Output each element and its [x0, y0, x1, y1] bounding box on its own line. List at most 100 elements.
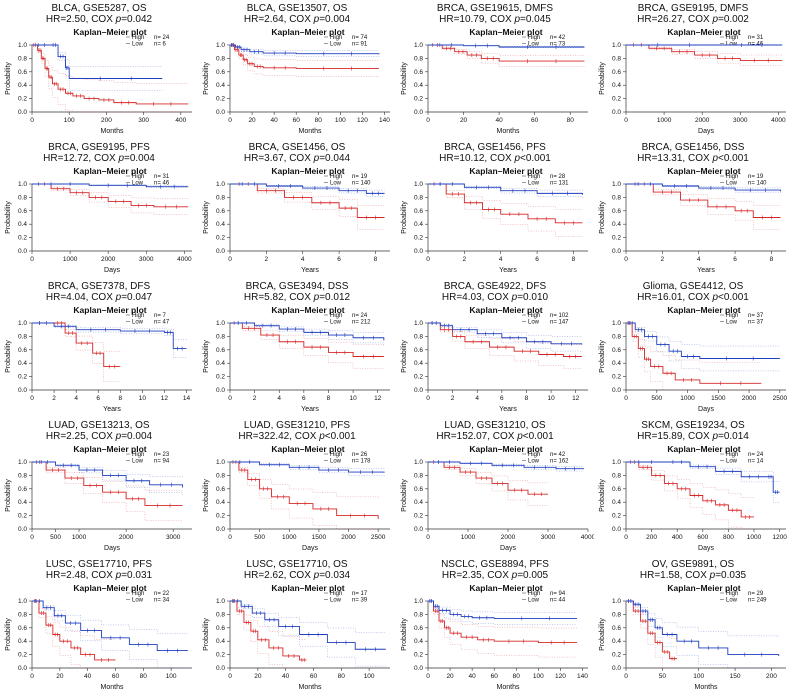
x-tick-label: 1000: [63, 256, 78, 263]
panel-heading: BRCA, GSE4922, DFS: [443, 281, 547, 292]
legend-count-high: n= 28: [550, 174, 566, 180]
y-tick-label: 0.2: [612, 513, 621, 520]
x-tick-label: 60: [112, 673, 120, 680]
panel-heading: BRCA, GSE1456, OS: [248, 142, 346, 153]
p-value: =0.045: [520, 14, 551, 25]
y-axis-label: Probability: [401, 201, 408, 234]
hazard-ratio-line: HR=13.31, COX p<0.001: [594, 153, 792, 164]
y-tick-label: 1.0: [612, 320, 621, 327]
x-tick-label: 6: [302, 395, 306, 402]
hazard-ratio-line: HR=4.03, COX p=0.010: [396, 292, 594, 303]
y-axis-label: Probability: [203, 201, 210, 234]
x-tick-label: 800: [723, 534, 734, 541]
x-tick-label: 80: [513, 673, 521, 680]
hazard-ratio-text: HR=2.64, COX: [243, 14, 314, 25]
legend-label-high: High: [528, 313, 540, 319]
legend-label-low: Low: [726, 320, 738, 326]
confidence-band-upper-high: [230, 183, 385, 207]
survival-curve-high: [626, 183, 781, 218]
panel-heading: BRCA, GSE7378, DFS: [47, 281, 151, 292]
x-axis-label: Days: [698, 406, 714, 413]
survival-curve-high: [626, 44, 783, 61]
p-value: =0.002: [718, 14, 749, 25]
km-panel: BRCA, GSE1456, DSS HR=13.31, COX p<0.001 K…: [594, 139, 792, 278]
x-tick-label: 40: [495, 117, 503, 124]
confidence-band-lower-high: [428, 600, 577, 658]
y-tick-label: 0.2: [18, 235, 27, 242]
legend-label-low: Low: [330, 320, 342, 326]
survival-curve-low: [230, 322, 385, 341]
km-panel: LUSC, GSE17710, PFS HR=2.48, COX p=0.031 K…: [0, 556, 198, 695]
legend-count-low: n= 147: [550, 320, 569, 326]
y-tick-label: 1.0: [612, 42, 621, 49]
x-tick-label: 2: [52, 395, 56, 402]
km-panel: BRCA, GSE1456, PFS HR=10.12, COX p<0.001 K…: [396, 139, 594, 278]
confidence-band-lower-low: [428, 600, 577, 625]
confidence-band-upper-high: [626, 183, 781, 207]
confidence-band-upper-high: [230, 461, 379, 500]
x-axis-label: Days: [104, 267, 120, 274]
legend-count-low: n= 162: [550, 459, 569, 465]
confidence-band-lower-low: [32, 44, 163, 91]
p-symbol: p: [511, 292, 518, 303]
legend-count-high: n= 19: [352, 174, 368, 180]
panel-heading: BRCA, GSE19615, DMFS: [436, 3, 554, 14]
y-tick-label: 0.0: [612, 109, 621, 116]
x-tick-label: 80: [338, 673, 346, 680]
confidence-band-upper-high: [32, 600, 116, 640]
x-tick-label: 10: [547, 395, 555, 402]
hazard-ratio-text: HR=4.04, COX: [45, 292, 116, 303]
p-value: =0.034: [319, 570, 351, 581]
hazard-ratio-text: HR=2.62, COX: [243, 570, 314, 581]
confidence-band-upper-low: [428, 183, 583, 191]
y-tick-label: 1.0: [216, 459, 225, 466]
x-tick-label: 60: [293, 117, 301, 124]
km-panel: BRCA, GSE9195, PFS HR=12.72, COX p=0.004 K…: [0, 139, 198, 278]
chart-title: Kaplan–Meier plot: [469, 305, 542, 315]
hazard-ratio-line: HR=2.25, COX p=0.004: [0, 431, 198, 442]
legend-label-low: Low: [330, 181, 342, 187]
y-tick-label: 0.8: [414, 333, 423, 340]
y-tick-label: 0.4: [414, 221, 423, 228]
x-tick-label: 6: [535, 256, 539, 263]
panel-heading: SKCM, GSE19234, OS: [641, 420, 745, 431]
y-tick-label: 0.0: [216, 109, 225, 116]
y-tick-label: 1.0: [18, 459, 27, 466]
chart-title: Kaplan–Meier plot: [271, 305, 344, 315]
p-symbol: p: [514, 14, 520, 25]
panel-heading: BLCA, GSE5287, OS: [51, 3, 147, 14]
panel-heading: LUSC, GSE17710, OS: [246, 559, 348, 570]
y-tick-label: 0.4: [414, 499, 423, 506]
y-tick-label: 0.0: [18, 665, 27, 672]
y-tick-label: 0.8: [18, 194, 27, 201]
confidence-band-lower-low: [626, 322, 780, 372]
x-tick-label: 0: [426, 117, 430, 124]
legend-label-low: Low: [726, 459, 738, 465]
legend-count-low: n= 47: [154, 320, 170, 326]
survival-curve-high: [626, 600, 677, 660]
confidence-band-upper-high: [428, 461, 548, 484]
x-axis-label: Days: [302, 545, 318, 552]
y-tick-label: 0.6: [414, 69, 423, 76]
p-symbol: p: [313, 292, 320, 303]
hazard-ratio-line: HR=2.48, COX p=0.031: [0, 570, 198, 581]
confidence-band-upper-high: [428, 322, 582, 346]
x-tick-label: 4000: [581, 534, 594, 541]
legend-count-high: n= 7: [154, 313, 167, 319]
km-panel: BRCA, GSE9195, DMFS HR=26.27, COX p=0.002…: [594, 0, 792, 139]
x-tick-label: 40: [469, 673, 477, 680]
y-axis-label: Probability: [203, 62, 210, 95]
p-value: =0.031: [121, 570, 153, 581]
hazard-ratio-line: HR=12.72, COX p=0.004: [0, 153, 198, 164]
legend-count-high: n= 24: [748, 452, 764, 458]
survival-curve-low: [428, 461, 584, 470]
survival-curve-high: [428, 461, 548, 495]
x-tick-label: 2500: [773, 395, 788, 402]
hazard-ratio-line: HR=10.12, COX p<0.001: [396, 153, 594, 164]
x-tick-label: 0: [228, 673, 232, 680]
km-panel: OV, GSE9891, OS HR=1.58, COX p=0.035 Kapla…: [594, 556, 792, 695]
x-tick-label: 100: [335, 117, 346, 124]
x-tick-label: 0: [624, 534, 628, 541]
